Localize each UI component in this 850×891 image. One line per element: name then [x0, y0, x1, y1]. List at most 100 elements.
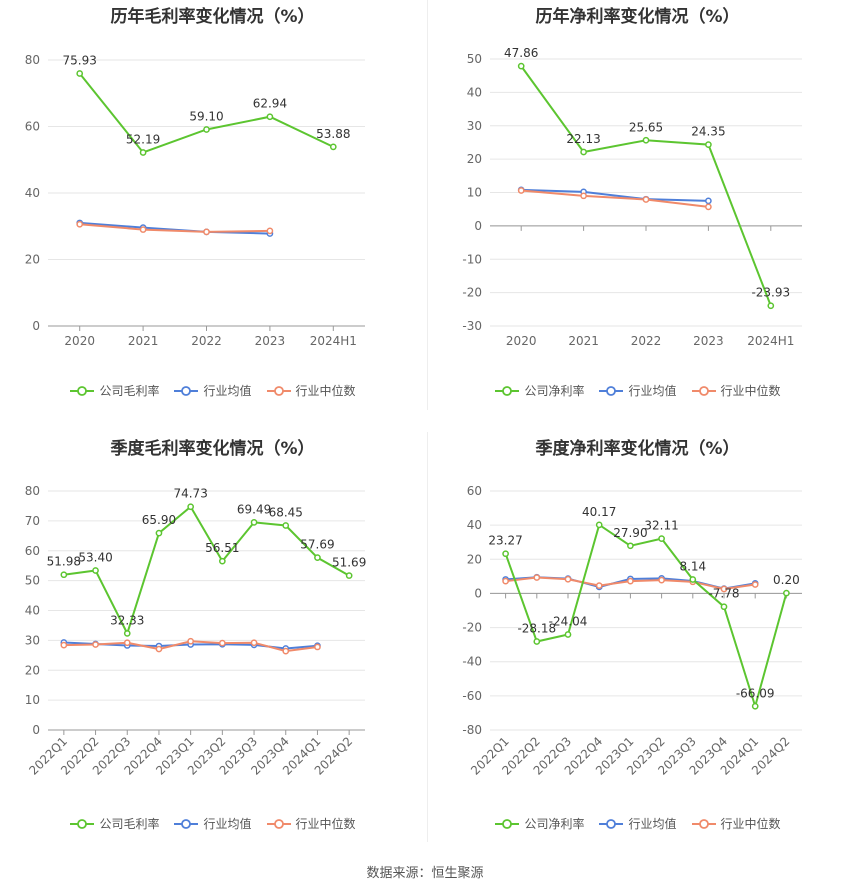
data-label: 56.51 [205, 541, 239, 555]
legend-item-company[interactable]: 公司毛利率 [69, 382, 159, 399]
legend[interactable]: 公司净利率 行业均值 行业中位数 [425, 815, 850, 832]
legend-item-avg[interactable]: 行业均值 [173, 815, 252, 832]
data-point [658, 576, 665, 584]
data-point [92, 567, 99, 574]
legend-swatch-marker [698, 385, 709, 396]
y-tick-label: -30 [462, 319, 482, 333]
legend-item-avg[interactable]: 行业均值 [598, 815, 677, 832]
x-tick-label: 2024H1 [747, 334, 794, 348]
data-label: 74.73 [173, 487, 207, 501]
data-label: -24.04 [549, 614, 588, 628]
data-label: 27.90 [613, 526, 647, 540]
data-label: 24.35 [691, 125, 725, 139]
legend-item-median[interactable]: 行业中位数 [691, 382, 781, 399]
data-point [219, 639, 226, 647]
data-label: 59.10 [189, 109, 223, 123]
legend-swatch-marker [181, 818, 192, 829]
panel-divider-top [427, 0, 428, 410]
data-label: 68.45 [269, 506, 303, 520]
data-point [705, 141, 712, 148]
data-point [642, 136, 650, 144]
data-label: 32.11 [644, 519, 678, 533]
series-line [520, 65, 772, 307]
y-tick-label: 40 [467, 518, 482, 532]
y-tick-label: 40 [467, 85, 482, 99]
y-tick-label: -10 [462, 252, 482, 266]
data-point [720, 585, 728, 593]
data-label: 32.33 [110, 613, 144, 627]
legend-item-company[interactable]: 公司净利率 [494, 815, 584, 832]
legend-item-avg[interactable]: 行业均值 [173, 382, 252, 399]
y-tick-label: -20 [462, 621, 482, 635]
series-line [504, 523, 788, 710]
y-tick-label: 20 [25, 253, 40, 267]
legend-swatch-marker [502, 385, 513, 396]
data-point [329, 143, 337, 151]
data-point [705, 197, 712, 205]
data-label: -7.78 [708, 587, 739, 601]
y-tick-label: 0 [474, 586, 482, 600]
data-point [517, 187, 525, 194]
data-point [767, 302, 775, 310]
y-tick-label: 10 [25, 693, 40, 707]
data-label: 65.90 [142, 513, 176, 527]
data-point [60, 641, 68, 649]
x-tick-label: 2021 [128, 334, 159, 348]
data-point [282, 522, 290, 529]
chart-title: 历年净利率变化情况（%） [535, 7, 740, 27]
data-point [502, 577, 509, 585]
series-line [63, 505, 350, 637]
legend-swatch-marker [77, 385, 88, 396]
legend-item-median[interactable]: 行业中位数 [266, 382, 356, 399]
data-label: 75.93 [63, 54, 97, 68]
x-tick-label: 2024H1 [310, 334, 357, 348]
legend-item-median[interactable]: 行业中位数 [266, 815, 356, 832]
data-point [60, 571, 68, 579]
data-point [187, 637, 194, 645]
legend-item-company[interactable]: 公司净利率 [494, 382, 584, 399]
data-point [564, 631, 572, 638]
y-tick-label: -60 [462, 689, 482, 703]
data-point [580, 192, 587, 200]
data-point [580, 148, 587, 156]
data-point [139, 149, 147, 156]
data-point [123, 630, 131, 637]
data-point [689, 576, 697, 583]
data-label: 23.27 [488, 534, 522, 548]
chart-svg: -30 -20 -10 0 10 20 30 40 50 2020 2021 2022 2023 2024… [462, 46, 802, 348]
data-point [250, 519, 258, 526]
y-tick-label: 60 [25, 120, 40, 134]
data-label: 53.40 [78, 550, 112, 564]
legend-swatch-marker [77, 818, 88, 829]
series-line [521, 188, 709, 202]
data-point [595, 582, 603, 589]
chart-quarterly-net-margin: -80 -60 -40 -20 0 20 40 60 2022Q1 2022Q2 2022Q3 202… [425, 432, 850, 862]
chart-annual-net-margin: -30 -20 -10 0 10 20 30 40 50 2020 2021 2022 2023 2024… [425, 0, 850, 430]
legend-swatch-marker [502, 818, 513, 829]
legend[interactable]: 公司毛利率 行业均值 行业中位数 [0, 815, 425, 832]
data-label: 53.88 [316, 127, 350, 141]
data-label: 25.65 [629, 120, 663, 134]
x-tick-label: 2021 [568, 334, 599, 348]
x-tick-label: 2020 [64, 334, 95, 348]
legend-swatch-marker [698, 818, 709, 829]
legend[interactable]: 公司净利率 行业均值 行业中位数 [425, 382, 850, 399]
legend-item-median[interactable]: 行业中位数 [691, 815, 781, 832]
legend[interactable]: 公司毛利率 行业均值 行业中位数 [0, 382, 425, 399]
x-tick-label: 2023 [693, 334, 724, 348]
data-point [783, 589, 790, 597]
series-line [79, 223, 270, 233]
data-point [76, 220, 84, 228]
legend-item-avg[interactable]: 行业均值 [598, 382, 677, 399]
data-label: -28.18 [517, 622, 556, 636]
data-point [219, 557, 226, 565]
data-point [517, 62, 525, 70]
y-tick-label: 50 [25, 574, 40, 588]
data-point [595, 521, 603, 529]
legend-item-company[interactable]: 公司毛利率 [69, 815, 159, 832]
y-tick-label: 60 [467, 484, 482, 498]
data-point [76, 70, 84, 77]
y-tick-label: 80 [25, 53, 40, 67]
data-point [502, 550, 509, 558]
chart-title: 季度净利率变化情况（%） [535, 439, 740, 459]
